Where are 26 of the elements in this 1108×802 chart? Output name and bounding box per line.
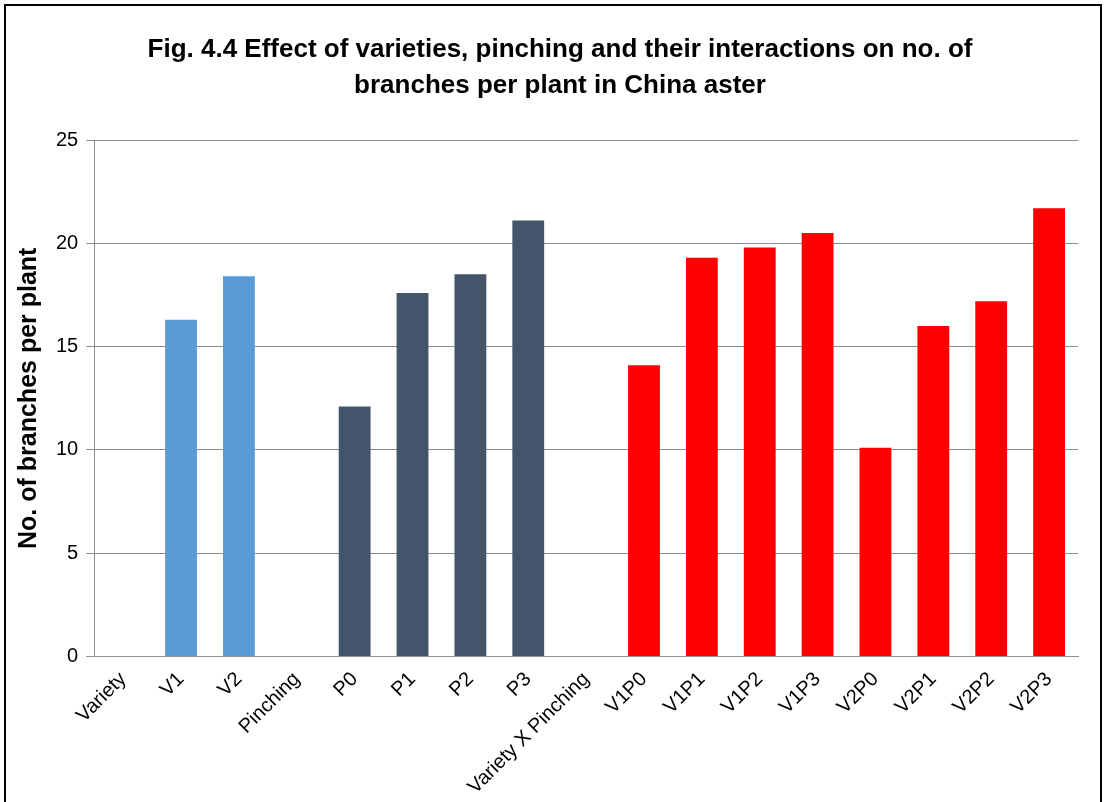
y-tick-label: 10 bbox=[56, 437, 79, 460]
bar bbox=[512, 220, 545, 657]
y-tick-label: 25 bbox=[56, 127, 79, 150]
x-tick-label: P1 bbox=[386, 667, 420, 701]
y-axis-title: No. of branches per plant bbox=[12, 246, 41, 549]
bar bbox=[454, 274, 487, 657]
x-tick-label: P2 bbox=[444, 667, 478, 701]
bar bbox=[396, 292, 429, 657]
bar bbox=[859, 447, 892, 657]
x-tick-label: P0 bbox=[328, 667, 362, 701]
bar bbox=[917, 325, 950, 657]
bar bbox=[975, 301, 1008, 657]
y-tick-label: 15 bbox=[56, 334, 79, 357]
x-tick-label: V1 bbox=[154, 667, 188, 701]
y-tick-label: 0 bbox=[67, 644, 79, 667]
y-tick-label: 5 bbox=[67, 540, 79, 563]
bar bbox=[1033, 208, 1065, 657]
bar bbox=[165, 319, 197, 657]
bar bbox=[628, 365, 660, 657]
bar bbox=[223, 276, 255, 657]
bar bbox=[743, 247, 776, 657]
bar bbox=[801, 232, 834, 657]
bar bbox=[338, 406, 371, 657]
bar bbox=[685, 257, 718, 657]
chart-title: Fig. 4.4 Effect of varieties, pinching and their interactions on no. of branches per plant in China aster bbox=[146, 32, 974, 101]
y-tick-label: 20 bbox=[56, 230, 79, 253]
